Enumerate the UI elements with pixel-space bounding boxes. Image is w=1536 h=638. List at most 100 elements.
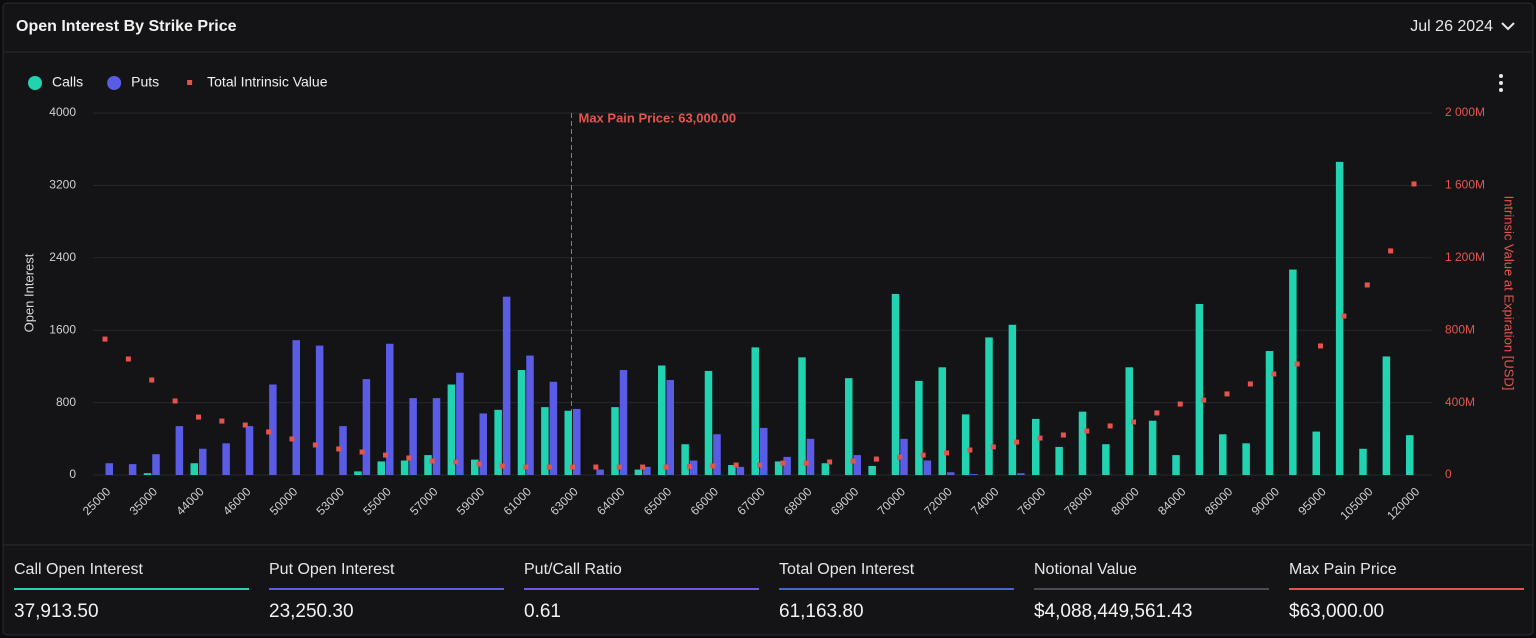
bar <box>1406 435 1414 475</box>
bar <box>736 466 745 475</box>
bar <box>105 463 113 475</box>
bar <box>947 472 955 475</box>
intrinsic-point <box>897 454 903 460</box>
intrinsic-point <box>1341 313 1347 319</box>
intrinsic-point <box>1224 391 1230 397</box>
summary-underline <box>524 588 759 590</box>
bar <box>658 365 666 475</box>
intrinsic-point <box>1154 410 1160 416</box>
bar <box>868 465 876 475</box>
bar <box>619 370 628 475</box>
bar <box>292 340 300 475</box>
bar <box>938 367 946 475</box>
summary-value: 23,250.30 <box>269 601 354 622</box>
bar <box>541 407 549 475</box>
bar <box>456 372 464 475</box>
bar <box>1102 444 1110 475</box>
summary-value: 0.61 <box>524 601 561 622</box>
bar <box>175 426 184 475</box>
intrinsic-point <box>733 462 739 468</box>
bar <box>517 370 526 475</box>
y-tick-label: 2400 <box>49 250 76 264</box>
intrinsic-point <box>1131 419 1136 425</box>
bar <box>479 413 487 475</box>
bar <box>128 464 137 475</box>
bar <box>432 398 441 475</box>
bar <box>564 410 572 475</box>
intrinsic-point <box>1084 428 1090 434</box>
bar <box>643 466 651 475</box>
bar <box>728 465 736 475</box>
bar <box>985 337 993 475</box>
bar <box>961 414 970 475</box>
bar <box>596 469 604 475</box>
bar <box>1359 448 1367 475</box>
summary-label: Max Pain Price <box>1289 561 1397 578</box>
summary-value: $63,000.00 <box>1289 601 1384 622</box>
title: Open Interest By Strike Price <box>16 18 237 35</box>
date-select[interactable]: Jul 26 2024 <box>1410 18 1493 35</box>
bar <box>1335 161 1344 475</box>
intrinsic-point <box>1411 181 1417 187</box>
bar <box>409 398 417 475</box>
bar <box>354 471 362 475</box>
y-tick-label: 1600 <box>49 322 76 336</box>
bar <box>774 461 783 475</box>
summary-value: 37,913.50 <box>14 601 99 622</box>
y2-axis-title: Intrinsic Value at Expiration [USD] <box>1502 196 1517 391</box>
summary-underline <box>1289 588 1524 590</box>
summary-label: Put Open Interest <box>269 561 395 578</box>
bar <box>821 463 830 475</box>
intrinsic-point <box>196 414 201 420</box>
intrinsic-point <box>1201 397 1207 403</box>
intrinsic-point <box>616 464 622 470</box>
bar <box>1242 443 1250 475</box>
intrinsic-point <box>1107 423 1113 429</box>
intrinsic-point <box>336 446 342 452</box>
summary-label: Notional Value <box>1034 561 1137 578</box>
bar <box>362 379 371 475</box>
y-tick-label: 800 <box>56 395 76 409</box>
intrinsic-point <box>757 462 762 468</box>
y2-tick-label: 1 200M <box>1445 250 1485 264</box>
bar <box>915 380 923 475</box>
intrinsic-point <box>546 464 552 470</box>
summary-value: $4,088,449,561.43 <box>1034 601 1193 622</box>
intrinsic-point <box>453 459 459 465</box>
intrinsic-point <box>1294 361 1300 367</box>
bar <box>634 469 643 475</box>
legend-label: Calls <box>52 74 83 90</box>
intrinsic-point <box>149 377 155 383</box>
summary-label: Put/Call Ratio <box>524 561 622 578</box>
bar <box>1219 434 1227 475</box>
bar <box>891 294 900 475</box>
bar <box>1008 324 1017 475</box>
y-axis-title: Open Interest <box>21 253 36 332</box>
menu-dot <box>1499 81 1503 85</box>
bar <box>1172 455 1180 475</box>
legend-marker <box>187 80 193 85</box>
bar <box>471 459 479 475</box>
intrinsic-point <box>967 447 973 453</box>
intrinsic-point <box>640 464 646 470</box>
bar <box>760 427 768 475</box>
intrinsic-point <box>125 356 131 362</box>
menu-button[interactable] <box>1499 74 1503 92</box>
intrinsic-point <box>359 449 365 455</box>
intrinsic-point <box>663 464 669 470</box>
bar <box>494 409 502 475</box>
bar <box>245 426 254 475</box>
bar <box>1125 367 1133 475</box>
intrinsic-point <box>523 464 529 470</box>
bar <box>1382 356 1391 475</box>
intrinsic-point <box>1388 248 1394 254</box>
intrinsic-point <box>1364 282 1370 288</box>
intrinsic-point <box>803 460 809 466</box>
bar <box>315 345 324 475</box>
summary-underline <box>779 588 1014 590</box>
dropdown-chevron[interactable] <box>1501 22 1515 31</box>
bar <box>143 473 152 475</box>
intrinsic-point <box>710 463 716 469</box>
intrinsic-point <box>850 458 856 464</box>
legend-marker <box>28 76 42 90</box>
